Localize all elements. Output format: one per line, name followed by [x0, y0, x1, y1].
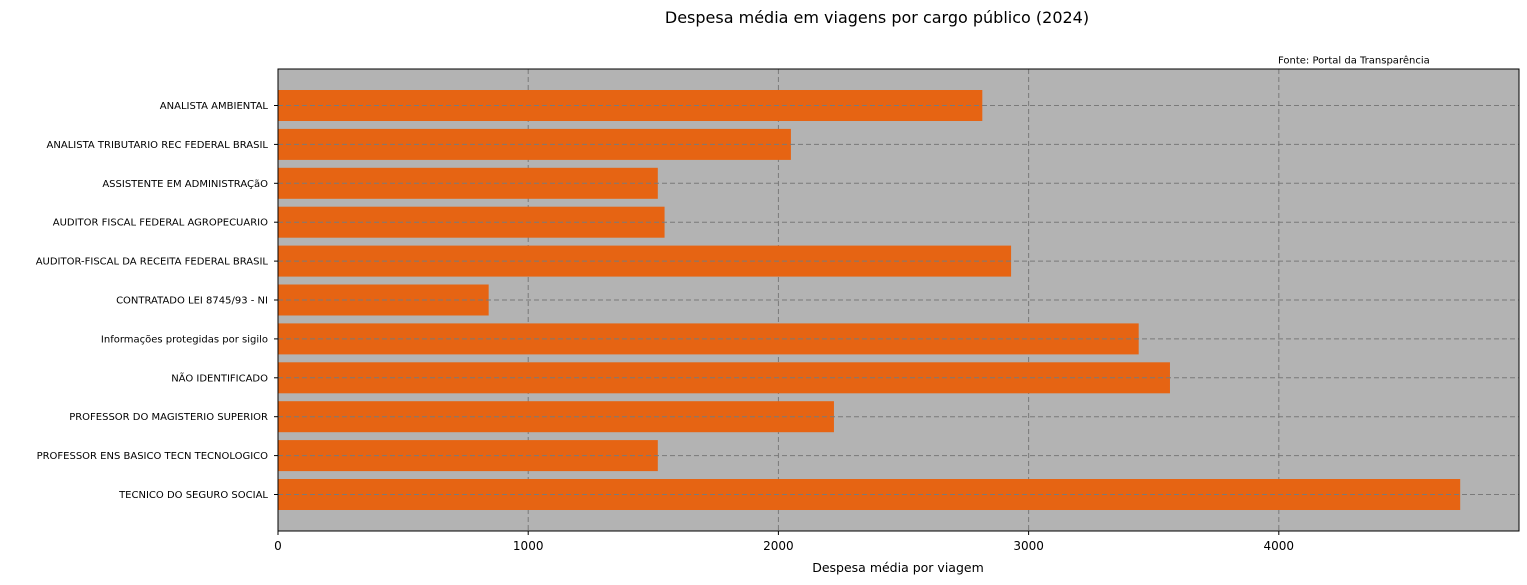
source-annotation: Fonte: Portal da Transparência [1278, 55, 1430, 67]
y-tick-label: AUDITOR FISCAL FEDERAL AGROPECUARIO [53, 218, 268, 229]
y-tick-label: PROFESSOR DO MAGISTERIO SUPERIOR [69, 412, 268, 423]
bar [278, 362, 1170, 394]
x-axis: 0 1000 2000 3000 4000 [274, 531, 1294, 553]
bar [278, 245, 1012, 277]
y-tick-label: Informações protegidas por sigilo [101, 334, 268, 345]
y-tick-label: CONTRATADO LEI 8745/93 - NI [116, 296, 268, 307]
y-tick-label: AUDITOR-FISCAL DA RECEITA FEDERAL BRASIL [36, 257, 269, 268]
y-tick-label: ANALISTA TRIBUTARIO REC FEDERAL BRASIL [47, 140, 269, 151]
y-tick-label: PROFESSOR ENS BASICO TECN TECNOLOGICO [37, 451, 269, 462]
x-tick-label: 3000 [1013, 539, 1044, 553]
x-tick-label: 0 [274, 539, 282, 553]
chart-title: Despesa média em viagens por cargo públi… [665, 8, 1089, 27]
y-tick-label: ASSISTENTE EM ADMINISTRAÇãO [102, 179, 268, 190]
horizontal-grid-layer [278, 105, 1519, 495]
bar [278, 323, 1139, 355]
y-tick-label: NÃO IDENTIFICADO [171, 371, 268, 384]
x-tick-label: 4000 [1264, 539, 1295, 553]
y-axis: ANALISTA AMBIENTAL ANALISTA TRIBUTARIO RE… [36, 101, 278, 501]
y-tick-label: ANALISTA AMBIENTAL [160, 101, 269, 112]
x-tick-label: 2000 [763, 539, 794, 553]
y-tick-label: TECNICO DO SEGURO SOCIAL [118, 490, 268, 501]
x-axis-label: Despesa média por viagem [812, 560, 984, 575]
x-tick-label: 1000 [513, 539, 544, 553]
